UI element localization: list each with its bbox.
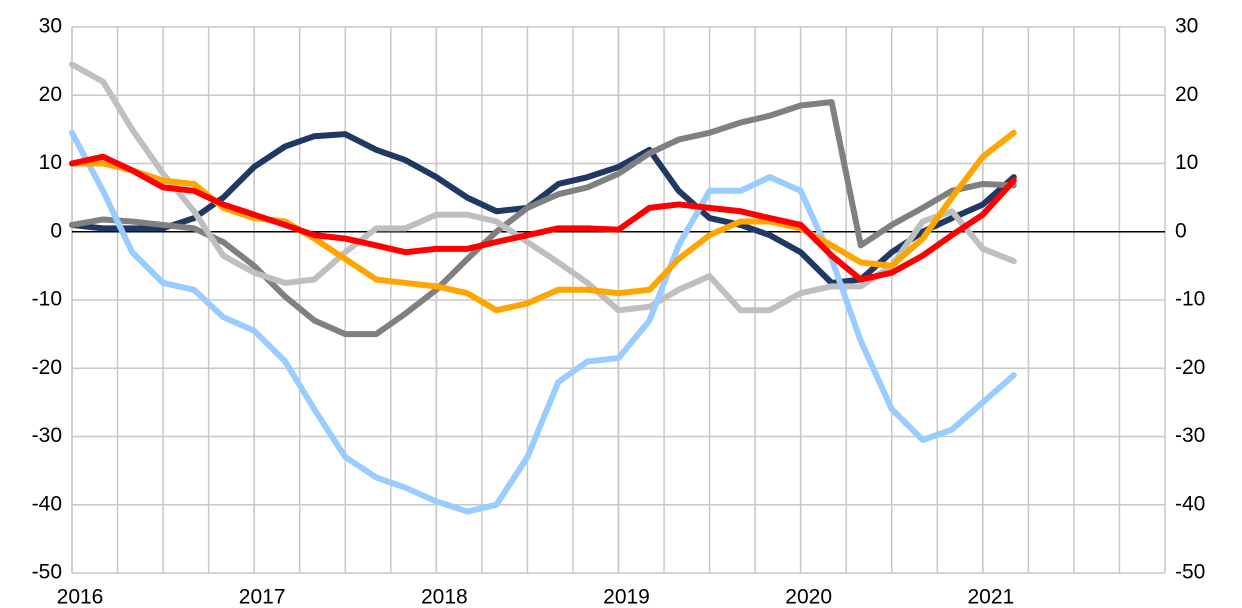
x-tick-label: 2020 (785, 586, 832, 608)
series-line (69, 131, 1017, 286)
y2-tick-label: -50 (1175, 561, 1205, 584)
y-tick-label: 0 (50, 219, 62, 242)
y2-tick-label: 10 (1175, 151, 1198, 174)
y-tick-label: 10 (39, 151, 62, 174)
y-tick-label: 20 (39, 83, 62, 106)
y-tick-label: -30 (32, 424, 62, 447)
y-tick-label: -50 (32, 561, 62, 584)
series-line (69, 99, 1017, 338)
y2-tick-label: 30 (1175, 15, 1198, 38)
y-tick-label: -20 (32, 356, 62, 379)
series-line (69, 129, 1017, 314)
x-tick-label: 2017 (239, 586, 286, 608)
y-tick-label: -10 (32, 288, 62, 311)
y2-tick-label: -30 (1175, 424, 1205, 447)
series-line (69, 153, 1017, 283)
y2-tick-label: -40 (1175, 492, 1205, 515)
y2-tick-label: -20 (1175, 356, 1205, 379)
y-tick-label: -40 (32, 492, 62, 515)
y2-tick-label: 0 (1175, 219, 1187, 242)
y2-tick-label: 20 (1175, 83, 1198, 106)
x-tick-label: 2021 (967, 586, 1014, 608)
y-tick-label: 30 (39, 15, 62, 38)
x-tick-label: 2016 (57, 586, 104, 608)
x-tick-label: 2018 (421, 586, 468, 608)
y2-tick-label: -10 (1175, 288, 1205, 311)
series-line (69, 129, 1017, 515)
series-line (69, 61, 1017, 314)
x-tick-label: 2019 (603, 586, 650, 608)
